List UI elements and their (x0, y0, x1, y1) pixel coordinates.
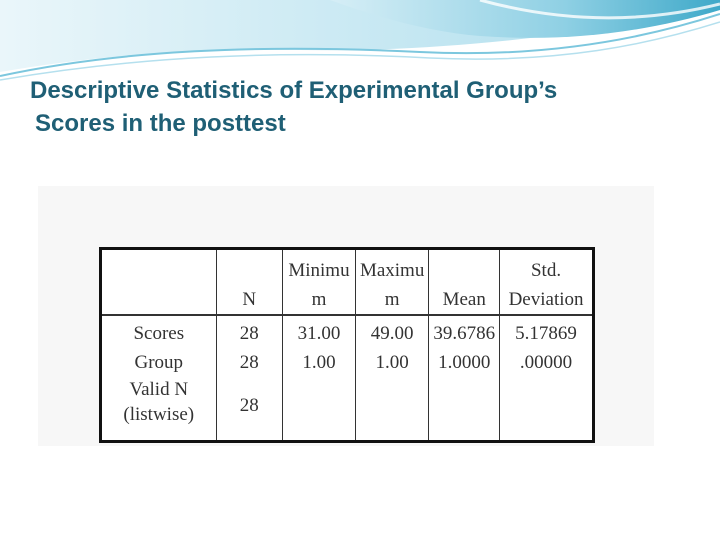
sd-group: .00000 (519, 352, 573, 373)
sd-values-cell: 5.17869 .00000 (499, 314, 594, 442)
row-labels-cell: Scores Group Valid N (listwise) (100, 314, 217, 442)
header-maximum-line1: Maximu (359, 260, 425, 281)
mean-group: 1.0000 (438, 352, 491, 373)
header-sd-line2: Deviation (508, 289, 584, 310)
n-group: 28 (239, 352, 259, 373)
min-group: 1.00 (302, 352, 336, 373)
row-label-valid-n: Valid N (129, 379, 189, 400)
mean-values-cell: 39.6786 1.0000 (428, 314, 501, 442)
row-label-group: Group (134, 352, 184, 373)
n-valid: 28 (239, 395, 259, 416)
header-minimum-line1: Minimu (288, 260, 350, 281)
row-label-scores: Scores (133, 323, 185, 344)
min-scores: 31.00 (297, 323, 341, 344)
header-sd-line1: Std. (530, 260, 562, 281)
n-scores: 28 (239, 323, 259, 344)
header-swoosh-decoration (0, 0, 720, 81)
n-values-cell: 28 28 28 (215, 314, 284, 442)
header-minimum: Minimu m (282, 248, 356, 316)
table-body-row: Scores Group Valid N (listwise) 28 28 28… (100, 314, 594, 442)
max-group: 1.00 (375, 352, 409, 373)
title-line-1: Descriptive Statistics of Experimental G… (30, 77, 558, 104)
minimum-values-cell: 31.00 1.00 (282, 314, 356, 442)
slide-title: Descriptive Statistics of Experimental G… (30, 74, 690, 140)
header-minimum-line2: m (311, 289, 327, 310)
header-n-text: N (242, 289, 257, 310)
row-label-listwise: (listwise) (123, 404, 195, 425)
header-mean: Mean (428, 248, 501, 316)
header-maximum: Maximu m (354, 248, 430, 316)
maximum-values-cell: 49.00 1.00 (354, 314, 430, 442)
title-line-2: Scores in the posttest (35, 110, 286, 137)
descriptive-statistics-table: N Minimu m Maximu m Mean Std. Deviation … (99, 247, 595, 443)
header-maximum-line2: m (384, 289, 400, 310)
header-n: N (215, 248, 284, 316)
sd-scores: 5.17869 (515, 323, 577, 344)
table-header-row: N Minimu m Maximu m Mean Std. Deviation (100, 248, 594, 316)
max-scores: 49.00 (370, 323, 414, 344)
header-mean-text: Mean (442, 289, 486, 310)
mean-scores: 39.6786 (433, 323, 496, 344)
header-std-deviation: Std. Deviation (499, 248, 594, 316)
header-empty-cell (100, 248, 217, 316)
